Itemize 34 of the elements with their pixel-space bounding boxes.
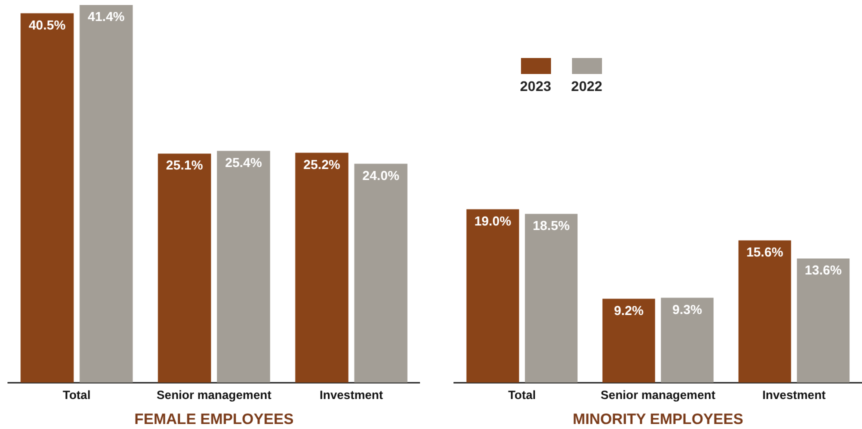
data-label: 13.6% xyxy=(804,262,842,278)
data-label: 18.5% xyxy=(532,218,570,233)
data-label: 9.3% xyxy=(672,302,702,317)
legend-label: 2023 xyxy=(520,78,552,94)
bar xyxy=(466,209,520,383)
x-axis-title: FEMALE EMPLOYEES xyxy=(134,411,294,428)
bar xyxy=(602,298,656,383)
bar xyxy=(354,164,408,383)
data-label: 25.1% xyxy=(166,158,204,173)
x-tick-label: Investment xyxy=(320,388,384,402)
x-tick-label: Senior management xyxy=(600,388,716,402)
bar xyxy=(796,258,850,383)
x-tick-label: Senior management xyxy=(156,388,272,402)
bar xyxy=(80,5,133,383)
bar xyxy=(524,214,578,383)
data-label: 9.2% xyxy=(614,302,644,318)
data-label: 19.0% xyxy=(474,213,512,228)
bar xyxy=(216,150,270,383)
data-label: 24.0% xyxy=(362,168,400,183)
x-axis-title: MINORITY EMPLOYEES xyxy=(572,411,744,428)
x-tick-label: Total xyxy=(62,388,91,402)
bar xyxy=(738,240,792,383)
x-tick-label: Investment xyxy=(762,388,826,402)
bar xyxy=(158,154,212,383)
data-label: 25.2% xyxy=(303,156,341,172)
x-tick-label: Total xyxy=(508,388,536,402)
bar xyxy=(295,152,348,383)
data-label: 15.6% xyxy=(746,244,784,260)
data-label: 40.5% xyxy=(28,17,66,32)
bar xyxy=(660,298,714,383)
legend-label: 2022 xyxy=(571,78,602,94)
bar xyxy=(20,13,74,383)
data-label: 41.4% xyxy=(88,9,126,24)
data-label: 25.4% xyxy=(225,155,262,170)
